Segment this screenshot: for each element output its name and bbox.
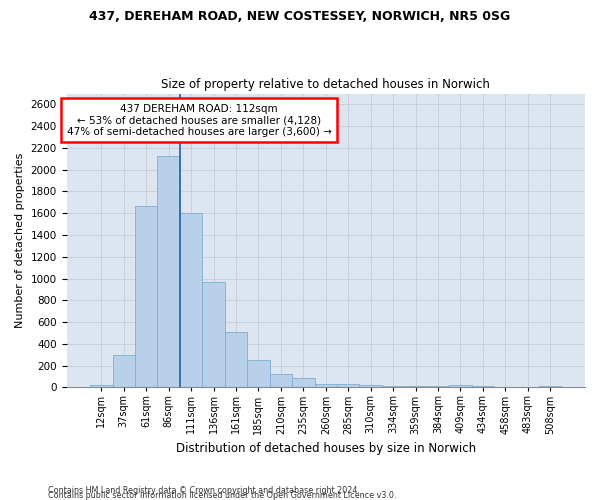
Text: Contains HM Land Registry data © Crown copyright and database right 2024.: Contains HM Land Registry data © Crown c… — [48, 486, 360, 495]
Y-axis label: Number of detached properties: Number of detached properties — [15, 153, 25, 328]
Bar — [180, 213, 202, 388]
Bar — [157, 156, 180, 388]
Text: Contains public sector information licensed under the Open Government Licence v3: Contains public sector information licen… — [48, 490, 397, 500]
Bar — [269, 374, 292, 388]
Text: 437, DEREHAM ROAD, NEW COSTESSEY, NORWICH, NR5 0SG: 437, DEREHAM ROAD, NEW COSTESSEY, NORWIC… — [89, 10, 511, 23]
Text: 437 DEREHAM ROAD: 112sqm
← 53% of detached houses are smaller (4,128)
47% of sem: 437 DEREHAM ROAD: 112sqm ← 53% of detach… — [67, 104, 331, 137]
Bar — [337, 384, 359, 388]
Bar — [314, 384, 337, 388]
Bar — [292, 378, 314, 388]
Bar — [449, 386, 472, 388]
Bar — [472, 386, 494, 388]
Bar — [382, 386, 404, 388]
Bar — [247, 360, 269, 388]
Bar — [135, 206, 157, 388]
Bar — [202, 282, 225, 388]
Bar — [539, 386, 562, 388]
Bar — [404, 386, 427, 388]
Title: Size of property relative to detached houses in Norwich: Size of property relative to detached ho… — [161, 78, 490, 91]
Bar — [225, 332, 247, 388]
Bar — [90, 384, 113, 388]
Bar — [113, 355, 135, 388]
Bar — [359, 385, 382, 388]
X-axis label: Distribution of detached houses by size in Norwich: Distribution of detached houses by size … — [176, 442, 476, 455]
Bar — [427, 386, 449, 388]
